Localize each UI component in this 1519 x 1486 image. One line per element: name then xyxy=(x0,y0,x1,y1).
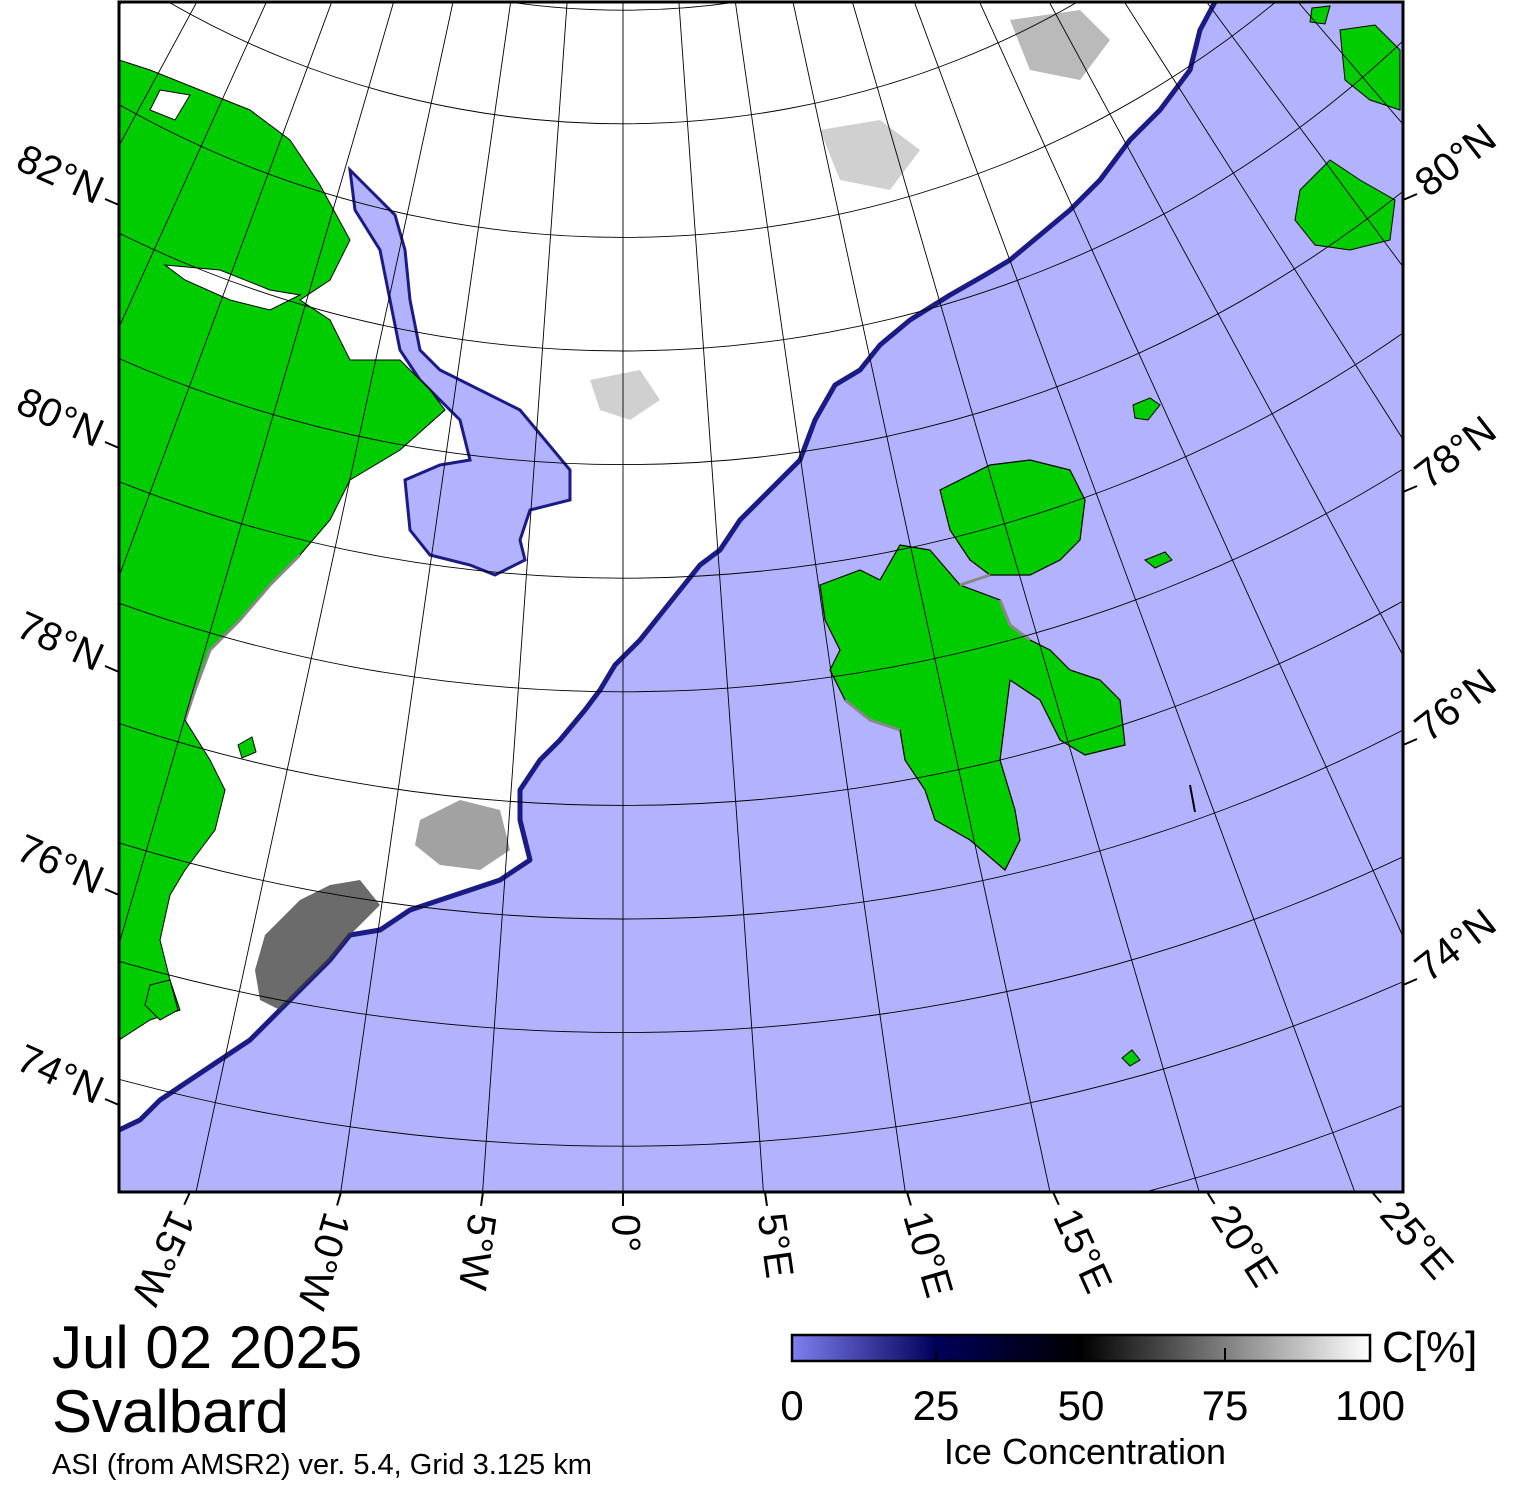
colorbar-tick-label: 0 xyxy=(780,1382,804,1429)
greenland-island xyxy=(237,736,257,759)
lat-tick xyxy=(104,1098,120,1106)
lat-tick xyxy=(1402,738,1418,746)
lon-label: 5°W xyxy=(450,1211,504,1293)
ice-low-concentration-patch xyxy=(415,800,510,870)
lat-tick xyxy=(104,888,120,896)
nordaustlandet-land xyxy=(939,459,1086,576)
lon-label: 10°W xyxy=(289,1208,359,1315)
ice-low-concentration-patch xyxy=(255,880,380,1010)
colorbar-title: Ice Concentration xyxy=(943,1431,1227,1472)
lat-label: 78°N xyxy=(10,603,110,680)
svalbard-glacier-fringe xyxy=(844,573,1031,732)
lat-label: 78°N xyxy=(1407,408,1505,498)
meridian-line xyxy=(979,2,1403,938)
greenland-island xyxy=(144,979,179,1021)
lat-tick xyxy=(1402,978,1418,986)
meridian-line xyxy=(1123,2,1403,441)
lon-tick xyxy=(906,1191,912,1206)
meridian-line xyxy=(482,2,568,1192)
meridian-line xyxy=(734,2,906,1192)
colorbar-tick-label: 50 xyxy=(1057,1382,1105,1429)
ice-low-concentration-patch xyxy=(590,370,660,420)
lat-tick xyxy=(104,441,120,449)
lon-tick xyxy=(480,1191,484,1207)
ice-low-concentration-patch xyxy=(1010,10,1110,80)
lat-label: 74°N xyxy=(10,1036,110,1113)
meridian-line xyxy=(851,2,1200,1192)
meridian-line xyxy=(195,2,454,1192)
lon-label: 25°E xyxy=(1371,1193,1461,1288)
lon-tick xyxy=(764,1191,768,1207)
hopen-island xyxy=(1189,784,1196,813)
kong-karls-land xyxy=(1144,551,1173,569)
lon-tick xyxy=(336,1191,342,1206)
meridian-line xyxy=(119,2,333,578)
lon-label: 5°E xyxy=(749,1210,802,1280)
lon-tick xyxy=(1371,1191,1382,1204)
colorbar-tick-label: 25 xyxy=(912,1382,960,1429)
meridian-line xyxy=(119,2,267,329)
meridian-line xyxy=(340,2,512,1192)
lat-label: 82°N xyxy=(10,136,110,213)
greenland-fjord xyxy=(163,264,302,311)
date-label: Jul 02 2025 xyxy=(52,1314,363,1381)
colorbar-tick-label: 100 xyxy=(1334,1382,1406,1429)
meridian-line xyxy=(119,2,395,946)
meridian-line xyxy=(792,2,1051,1192)
lon-label: 20°E xyxy=(1202,1197,1286,1294)
franz-josef-land xyxy=(1309,5,1331,25)
lat-tick xyxy=(1402,485,1418,493)
greenland-glacier-fringe xyxy=(183,553,302,721)
bjornoya-island xyxy=(1121,1049,1141,1067)
lat-label: 74°N xyxy=(1407,901,1505,991)
lat-label: 80°N xyxy=(1407,116,1505,206)
meridian-line xyxy=(1206,2,1403,268)
lat-tick xyxy=(1402,193,1418,201)
franz-josef-land xyxy=(1294,159,1396,251)
lat-label: 76°N xyxy=(1407,661,1505,751)
region-label: Svalbard xyxy=(52,1378,289,1445)
lon-tick xyxy=(1206,1191,1216,1205)
lon-label: 15°W xyxy=(122,1204,203,1312)
meridian-line xyxy=(913,2,1356,1192)
lon-label: 10°E xyxy=(894,1206,961,1302)
meridian-line xyxy=(678,2,764,1192)
lat-tick xyxy=(104,198,120,206)
lon-tick xyxy=(1052,1191,1060,1206)
ice-low-concentration-patch xyxy=(820,120,920,190)
colorbar-tick-label: 75 xyxy=(1201,1382,1249,1429)
lat-label: 80°N xyxy=(10,379,110,456)
data-source-credit: ASI (from AMSR2) ver. 5.4, Grid 3.125 km xyxy=(52,1449,592,1481)
meridian-line xyxy=(1048,2,1403,657)
lon-tick xyxy=(183,1191,191,1206)
polynya xyxy=(347,165,572,577)
lat-label: 76°N xyxy=(10,826,110,903)
lat-tick xyxy=(104,665,120,673)
map-frame xyxy=(117,0,1405,1194)
lon-label: 15°E xyxy=(1044,1202,1120,1300)
lon-label: 0° xyxy=(603,1214,647,1252)
colorbar-tick-marks xyxy=(935,1348,1226,1361)
colorbar-unit: C[%] xyxy=(1382,1323,1478,1372)
greenland-fjord xyxy=(149,89,191,121)
greenland-land xyxy=(119,59,446,1041)
franz-josef-land xyxy=(1339,24,1401,111)
kvitoya-island xyxy=(1132,397,1161,421)
